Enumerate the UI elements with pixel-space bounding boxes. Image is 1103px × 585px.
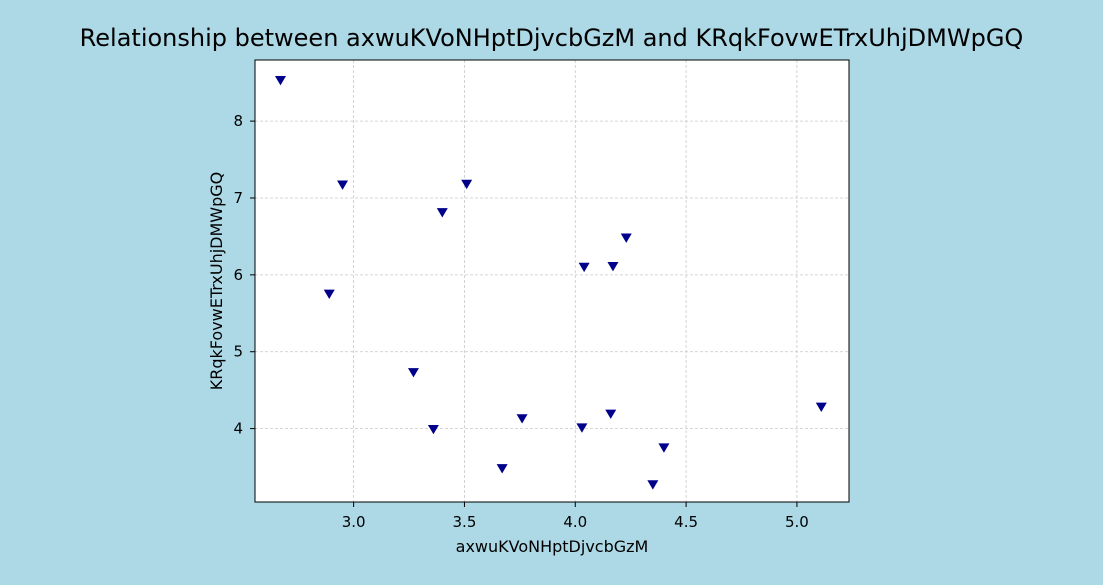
x-axis-label: axwuKVoNHptDjvcbGzM [456,537,649,556]
data-point [516,414,528,424]
data-point [578,262,590,273]
data-point [620,233,632,243]
data-point [607,261,619,272]
plot-area [255,60,849,502]
data-point [815,402,827,413]
chart-title: Relationship between axwuKVoNHptDjvcbGzM… [79,24,1024,52]
y-tick-label: 8 [233,112,243,130]
y-tick-label: 7 [233,189,243,207]
data-point [576,423,588,433]
data-point [461,179,473,190]
data-point [647,480,659,490]
y-tick-label: 5 [233,343,243,361]
y-tick-label: 4 [233,420,243,438]
y-axis-label: KRqkFovwETrxUhjDMWpGQ [207,172,226,391]
data-point [658,443,670,453]
x-tick-label: 3.0 [342,513,366,531]
plot-frame [254,59,850,503]
data-point [407,368,419,378]
x-tick-label: 3.5 [453,513,477,531]
data-point [496,464,508,474]
data-point [605,409,617,419]
data-point [323,289,335,300]
data-point [427,424,439,435]
x-tick-label: 4.0 [563,513,587,531]
data-point [337,180,349,190]
x-tick-label: 5.0 [785,513,809,531]
y-tick-label: 6 [233,266,243,284]
x-tick-label: 4.5 [674,513,698,531]
data-point [274,75,286,86]
data-point [436,208,448,218]
